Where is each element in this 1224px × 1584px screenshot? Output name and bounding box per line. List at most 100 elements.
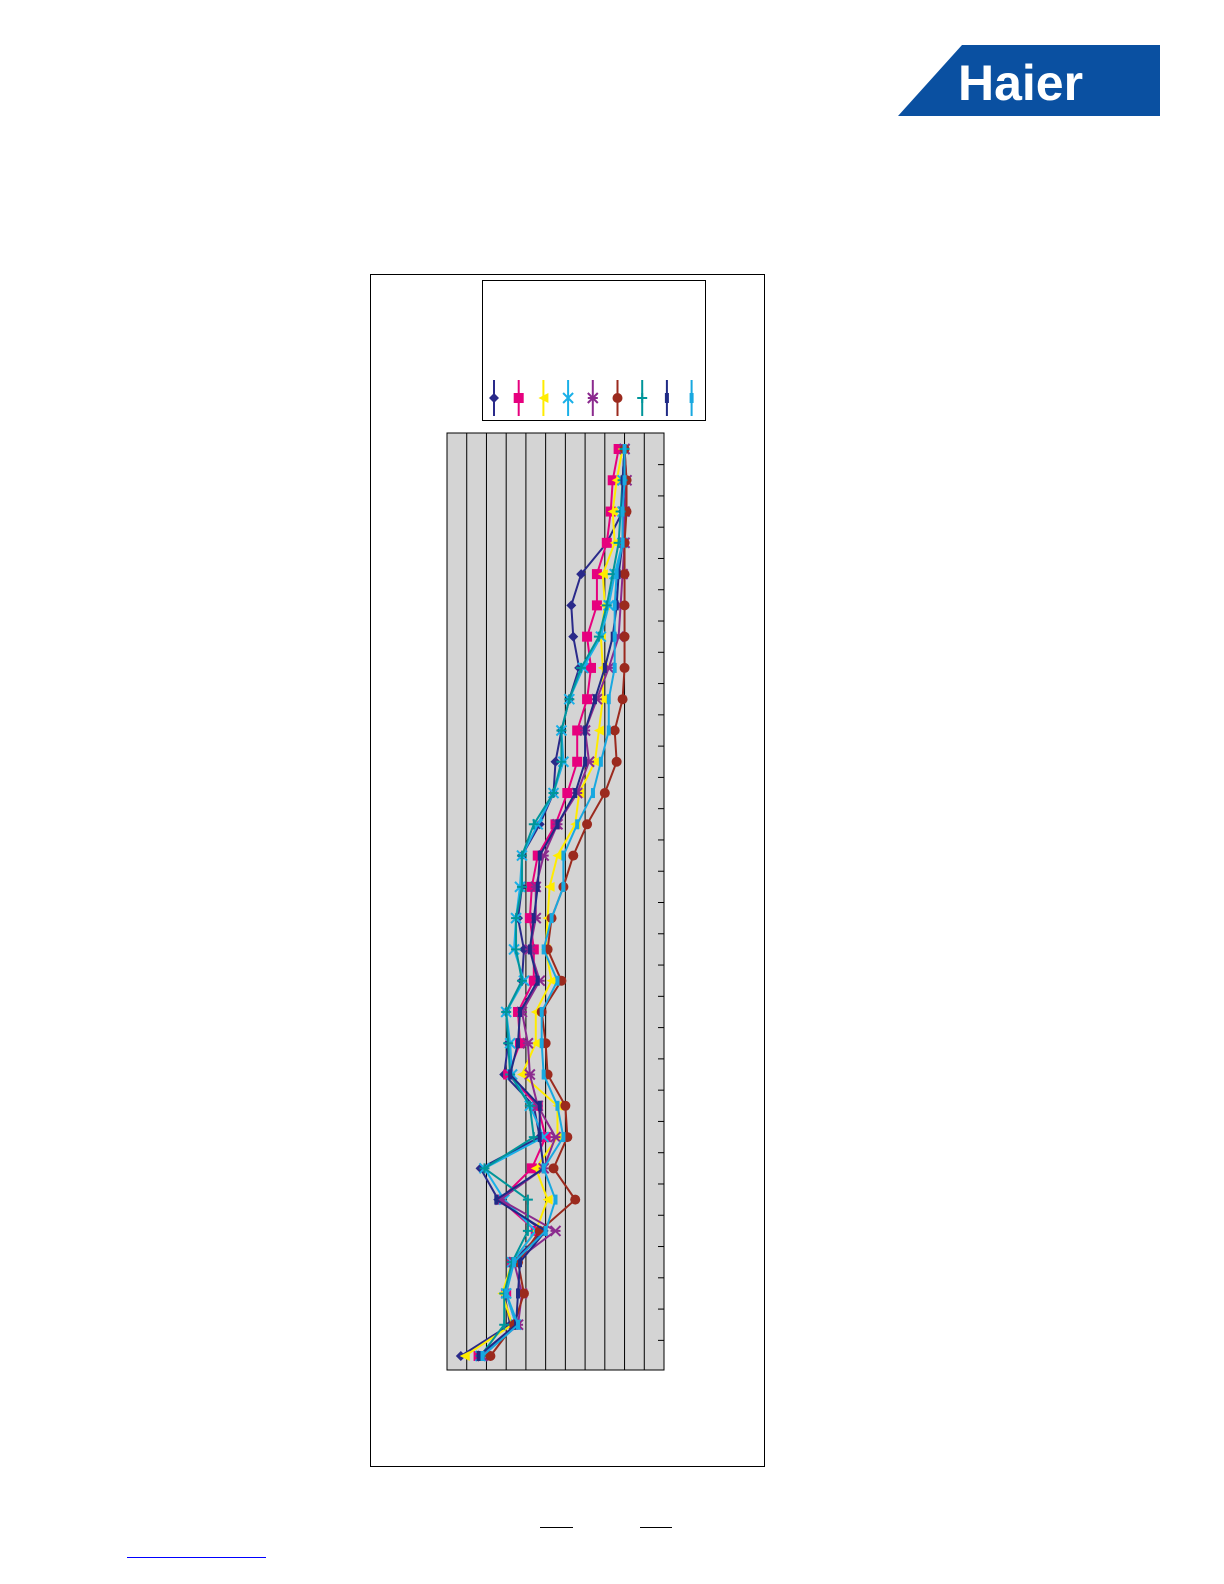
square-marker: [582, 694, 593, 705]
circle-shape: [485, 1351, 496, 1361]
link-underline[interactable]: [127, 1557, 266, 1558]
triangle-marker: [530, 1038, 541, 1049]
x-marker: [562, 392, 574, 404]
bar-shape: [508, 1069, 513, 1080]
bar-marker: [517, 1257, 522, 1268]
triangle-marker: [593, 725, 604, 736]
bar-shape: [494, 1194, 499, 1205]
square-shape: [582, 631, 593, 642]
bar-marker: [541, 944, 546, 955]
bar-shape: [535, 975, 540, 986]
triangle-marker: [459, 1351, 470, 1361]
square-shape: [591, 569, 602, 580]
bar-shape: [504, 1288, 509, 1299]
plus-marker: [564, 694, 575, 705]
square-shape: [528, 975, 539, 986]
circle-marker: [612, 393, 623, 403]
bar-shape: [583, 756, 588, 767]
triangle-shape: [597, 694, 608, 705]
bar-marker: [689, 393, 694, 403]
circle-marker: [617, 694, 628, 705]
square-marker: [513, 393, 524, 403]
diamond-shape: [489, 393, 499, 403]
square-marker: [572, 725, 583, 736]
bar-marker: [535, 881, 540, 892]
triangle-marker: [546, 975, 557, 986]
bar-shape: [516, 1288, 521, 1299]
plus-marker: [576, 662, 587, 673]
triangle-shape: [530, 1038, 541, 1049]
bar-marker: [583, 756, 588, 767]
asterisk-marker: [524, 1068, 536, 1081]
bar-marker: [573, 788, 578, 799]
bar-shape: [539, 1006, 544, 1017]
bar-marker: [508, 1069, 513, 1080]
plus-marker: [503, 1038, 514, 1049]
circle-shape: [612, 393, 623, 403]
bar-shape: [512, 1257, 517, 1268]
plus-marker: [511, 944, 522, 955]
bar-shape: [531, 913, 536, 924]
plus-shape: [503, 1038, 514, 1049]
bar-marker: [504, 1288, 509, 1299]
plus-shape: [499, 1319, 510, 1330]
asterisk-shape: [549, 1131, 562, 1143]
chart-frame: [370, 274, 765, 1467]
bar-shape: [535, 881, 540, 892]
bar-shape: [541, 1069, 546, 1080]
plus-shape: [524, 1100, 535, 1111]
bar-shape: [614, 569, 619, 580]
bar-marker: [612, 600, 617, 611]
plus-shape: [576, 662, 587, 673]
triangle-shape: [597, 569, 608, 580]
plus-marker: [516, 850, 527, 861]
bar-marker: [539, 1006, 544, 1017]
diamond-marker: [576, 569, 587, 580]
bar-marker: [555, 975, 560, 986]
circle-shape: [609, 725, 620, 736]
bar-shape: [553, 1194, 558, 1205]
square-shape: [540, 1132, 551, 1143]
plus-marker: [593, 631, 604, 642]
bar-shape: [543, 1225, 548, 1236]
plus-shape: [522, 1194, 533, 1205]
square-shape: [524, 913, 535, 924]
plus-marker: [516, 881, 527, 892]
bar-shape: [689, 393, 694, 403]
bar-shape: [555, 819, 560, 830]
triangle-shape: [542, 1194, 553, 1205]
circle-marker: [619, 662, 630, 673]
plus-shape: [516, 850, 527, 861]
bar-marker: [535, 975, 540, 986]
plus-shape: [556, 756, 567, 767]
circle-marker: [619, 631, 630, 642]
diamond-marker: [550, 756, 561, 767]
circle-shape: [619, 569, 630, 580]
plus-marker: [637, 393, 648, 403]
asterisk-shape: [549, 1225, 562, 1237]
bar-marker: [541, 1163, 546, 1174]
plus-shape: [479, 1163, 490, 1174]
circle-shape: [619, 631, 630, 642]
asterisk-marker: [549, 1225, 562, 1237]
plus-shape: [511, 944, 522, 955]
plus-shape: [516, 881, 527, 892]
bar-marker: [537, 850, 542, 861]
asterisk-shape: [524, 1068, 536, 1081]
bar-marker: [664, 393, 669, 403]
logo-background: [898, 45, 1160, 116]
bar-shape: [480, 1351, 485, 1361]
circle-marker: [619, 569, 630, 580]
bar-shape: [606, 694, 611, 705]
plus-marker: [601, 600, 612, 611]
bar-shape: [561, 1132, 566, 1143]
square-shape: [591, 600, 602, 611]
bar-shape: [541, 1163, 546, 1174]
bar-marker: [539, 1038, 544, 1049]
bar-shape: [612, 600, 617, 611]
triangle-shape: [544, 881, 555, 892]
bar-marker: [575, 819, 580, 830]
plus-marker: [479, 1163, 490, 1174]
bar-marker: [537, 1132, 542, 1143]
triangle-shape: [552, 850, 563, 861]
